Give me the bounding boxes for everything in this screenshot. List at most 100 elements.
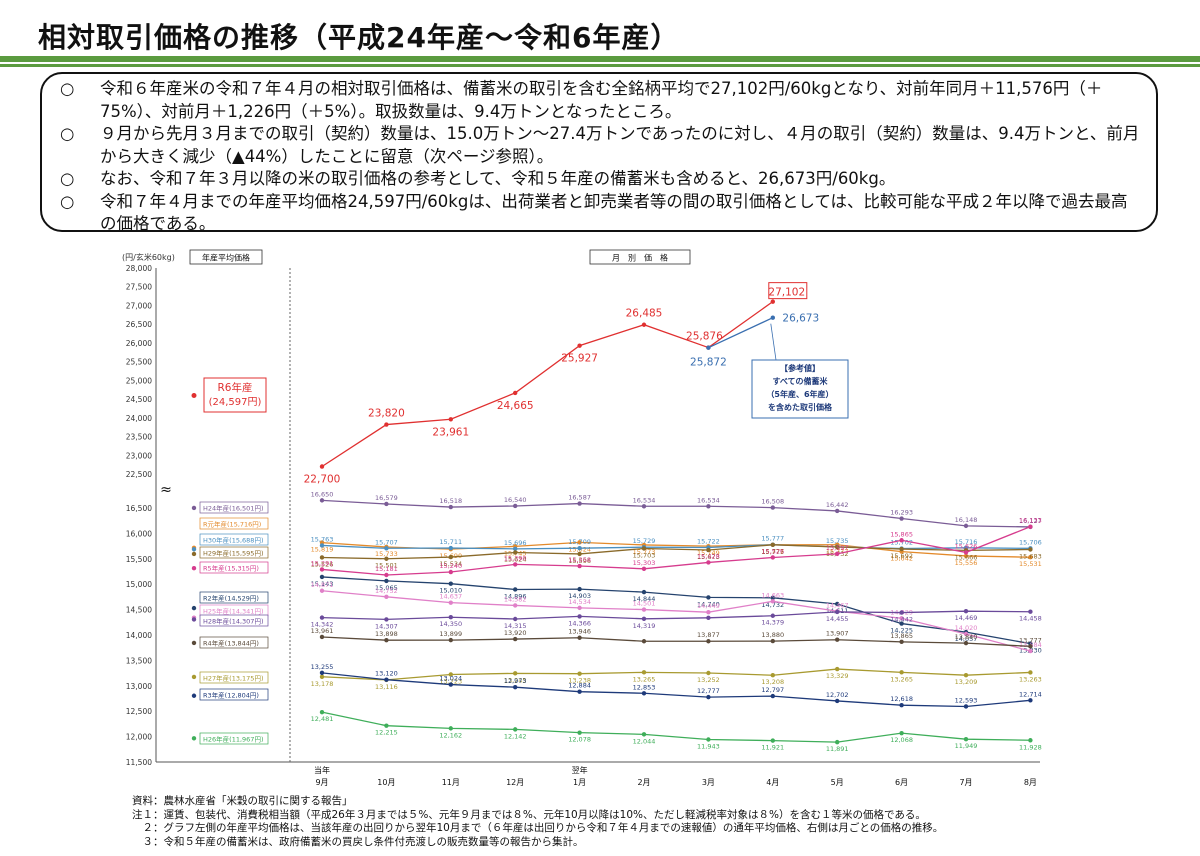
- series-data-label: 15,735: [826, 537, 849, 545]
- series-legend-name: R元年産(15,716円): [203, 520, 261, 529]
- series-data-label: 15,763: [311, 535, 334, 543]
- series-point: [770, 693, 775, 699]
- x-tick-label: 8月: [1024, 778, 1037, 787]
- series-point: [577, 671, 582, 676]
- series-data-label: 15,597: [826, 544, 849, 552]
- r6-average-box: [203, 377, 267, 413]
- series-data-label: 16,293: [890, 509, 913, 517]
- y-unit-label: (円/玄米60kg): [122, 252, 175, 262]
- series-point: [706, 615, 711, 621]
- series-point: [770, 599, 775, 604]
- summary-bullet: ○ 令和６年産米の令和７年４月の相対取引価格は、備蓄米の取引を含む全銘柄平均で2…: [60, 78, 1142, 123]
- page-title: 相対取引価格の推移（平成24年産～令和6年産）: [38, 21, 680, 54]
- series-point: [899, 621, 904, 626]
- series-point: [384, 637, 389, 643]
- series-data-label: 14,871: [311, 581, 334, 589]
- r6-data-label: 23,820: [368, 408, 405, 420]
- series-point: [899, 616, 904, 621]
- series-average-marker: [191, 565, 197, 571]
- series-legend-name: H26年産(11,967円): [203, 735, 263, 744]
- series-legend-name: H28年産(14,307円): [203, 617, 263, 626]
- x-tick-label: 12月: [506, 778, 524, 787]
- series-data-label: 14,455: [826, 615, 849, 623]
- series-line: [321, 544, 1031, 560]
- series-point: [384, 572, 389, 578]
- y-tick-label: 25,000: [126, 376, 152, 385]
- series-average-marker: [191, 551, 197, 557]
- series-point: [641, 607, 647, 612]
- series-point: [899, 670, 904, 675]
- series-data-label: 12,702: [826, 691, 849, 699]
- x-tick-label: 5月: [831, 778, 844, 787]
- series-data-label: 15,501: [375, 562, 398, 570]
- series-point: [641, 566, 647, 572]
- series-point: [706, 504, 711, 509]
- y-tick-label: 15,000: [126, 580, 152, 589]
- series-data-label: 13,252: [697, 676, 720, 684]
- r6-data-label: 24,665: [497, 400, 534, 412]
- series-data-label: 16,442: [826, 501, 849, 509]
- series-data-label: 15,303: [633, 559, 656, 567]
- series-data-label: 12,215: [375, 729, 398, 737]
- series-data-label: 14,057: [955, 635, 978, 643]
- reference-note-line: （5年産、6年産）: [766, 389, 833, 399]
- series-data-label: 13,116: [375, 683, 398, 691]
- series-data-label: 13,907: [826, 630, 849, 638]
- series-data-label: 13,877: [697, 631, 720, 639]
- series-data-label: 13,263: [1019, 675, 1042, 683]
- reference-series-line: [708, 317, 774, 349]
- bullet-mark: ○: [60, 124, 75, 143]
- series-data-label: 15,626: [955, 542, 978, 550]
- series-data-label: 14,637: [439, 593, 462, 601]
- y-tick-label: 16,000: [126, 529, 152, 538]
- y-tick-label: 27,000: [126, 301, 152, 310]
- series-point: [770, 542, 775, 548]
- series-point: [641, 546, 647, 551]
- series-data-label: 13,946: [568, 628, 591, 636]
- series-legend-name: R2年産(14,529円): [203, 594, 259, 603]
- series-data-label: 15,181: [375, 565, 398, 573]
- r6-last-label-box: [768, 282, 808, 300]
- series-average-marker: [191, 605, 197, 611]
- r6-series-point: [319, 464, 325, 469]
- series-data-label: 13,209: [955, 678, 978, 686]
- series-point: [899, 538, 904, 543]
- series-point: [384, 594, 389, 599]
- series-point: [384, 546, 389, 551]
- series-legend-box: [199, 591, 269, 604]
- series-point: [448, 569, 453, 575]
- series-data-label: 15,722: [697, 538, 720, 546]
- series-average-marker: [191, 547, 197, 552]
- series-average-marker: [191, 640, 197, 646]
- y-tick-label: 15,500: [126, 555, 152, 564]
- series-point: [513, 636, 518, 642]
- series-point: [577, 689, 582, 694]
- series-data-label: 15,819: [311, 546, 334, 554]
- series-line: [321, 499, 1031, 528]
- series-point: [319, 574, 325, 580]
- bullet-mark: ○: [60, 169, 75, 188]
- right-panel-label: 月 別 価 格: [612, 253, 668, 263]
- series-legend-name: H29年産(15,595円): [203, 549, 263, 558]
- price-chart: (円/玄米60kg) 28,000 27,500 27,000 26,500 26,000…: [122, 249, 1042, 787]
- series-point: [448, 682, 453, 687]
- series-point: [770, 595, 775, 601]
- r6-series-point: [384, 422, 389, 427]
- series-data-label: 11,921: [761, 744, 784, 752]
- series-data-label: 14,379: [761, 619, 784, 627]
- note-3: ３：令和５年産の備蓄米は、政府備蓄米の買戻し条件付売渡しの販売数量等の報告から集…: [132, 835, 584, 848]
- series-data-label: 12,777: [697, 687, 720, 695]
- series-point: [706, 609, 711, 615]
- series-point: [899, 703, 904, 708]
- series-data-label: 13,898: [375, 630, 398, 638]
- r6-data-label: 25,927: [561, 353, 598, 365]
- series-legend-name: H24年産(16,501円): [203, 504, 263, 513]
- summary-bullet: ○ ９月から先月３月までの取引（契約）数量は、15.0万トン～27.4万トンであ…: [60, 123, 1142, 168]
- series-data-label: 16,587: [568, 494, 591, 502]
- series-point: [448, 672, 453, 677]
- series-legend-box: [199, 501, 269, 514]
- series-data-label: 14,020: [955, 624, 978, 632]
- series-data-label: 16,534: [697, 496, 720, 504]
- x-tick-label: 1月: [573, 778, 586, 787]
- series-data-label: 13,961: [311, 627, 334, 635]
